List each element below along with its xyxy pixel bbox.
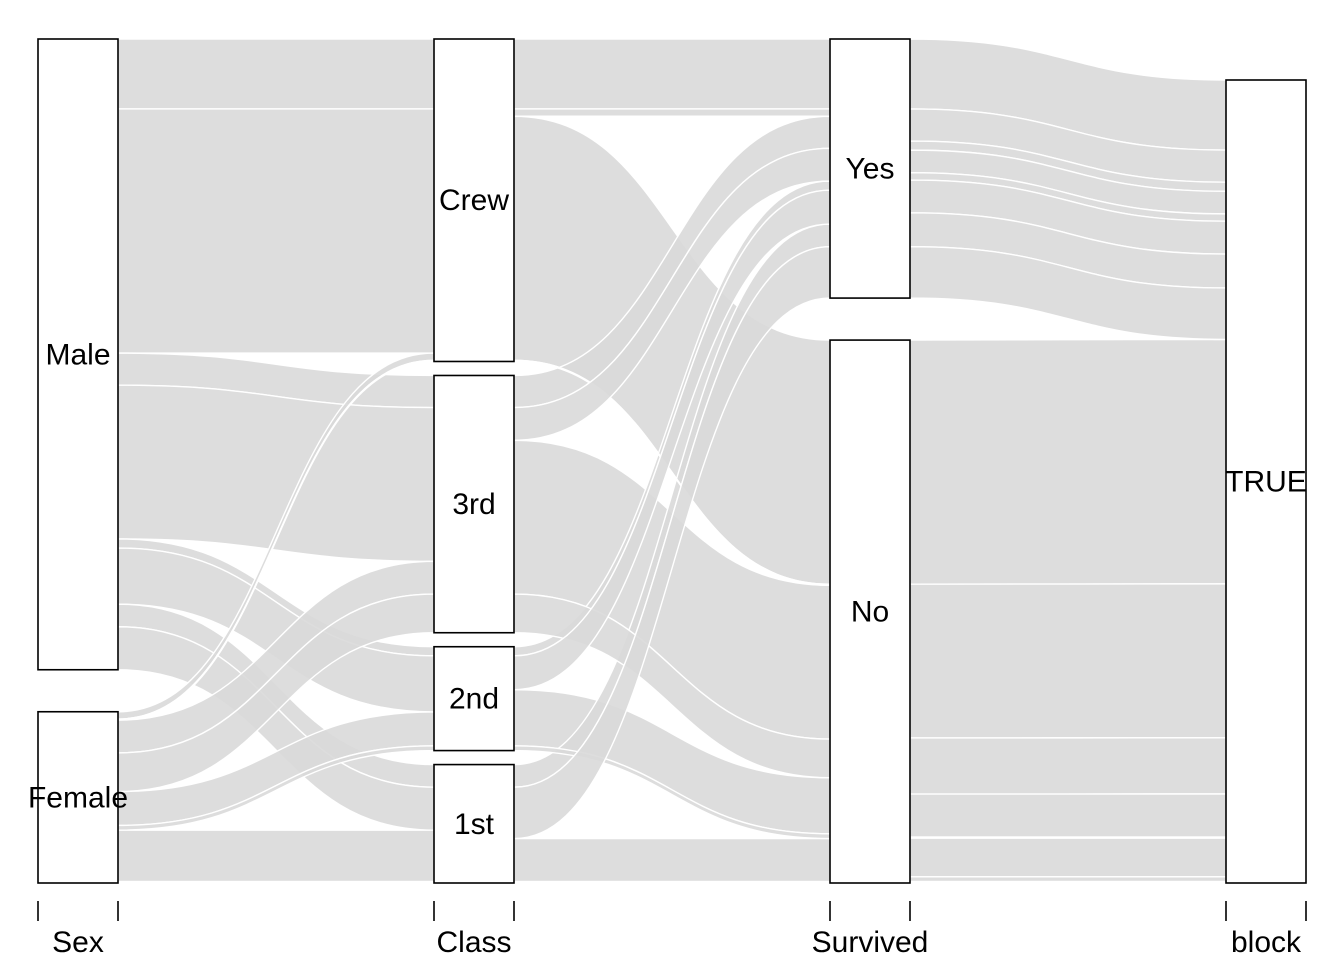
flow-male-2nd-no-seg3 [909,737,1227,795]
stratum-box-class-1st [433,763,515,884]
flow-male-3rd-no-seg3 [909,583,1227,739]
axis-label-sex: Sex [52,926,104,959]
flow-female-3rd-no-seg3 [909,837,1227,878]
stratum-box-class-crew [433,38,515,363]
stratum-label-true: TRUE [1225,466,1307,499]
stratum-box-sex-male [37,38,119,671]
stratum-label-2nd: 2nd [449,683,499,716]
flow-male-1st-no-seg2 [513,837,831,883]
stratum-label-yes: Yes [846,153,895,186]
flow-male-crew-no-seg3 [909,338,1227,585]
flow-female-1st-no-seg3 [909,880,1227,884]
axis-label-block: block [1231,926,1302,959]
flow-female-1st-yes-seg1 [117,829,435,883]
flow-male-crew-yes-seg1 [117,38,435,110]
stratum-label-1st: 1st [454,808,495,841]
stratum-box-sex-female [37,710,119,884]
stratum-label-male: Male [45,338,110,371]
axis-label-class: Class [436,926,511,959]
axis-layer: Sex Class Survived block [37,901,1307,959]
stratum-label-3rd: 3rd [452,488,495,521]
strata-layer: Male Female Crew 3rd 2nd 1st Yes No TRUE [28,38,1307,884]
stratum-label-female: Female [28,781,128,814]
axis-label-survived: Survived [812,926,929,959]
stratum-box-block-true [1225,79,1307,884]
stratum-label-crew: Crew [439,184,509,217]
stratum-box-survived-no [829,339,911,884]
stratum-label-no: No [851,596,889,629]
flow-female-1st-no-seg1 [117,880,435,884]
flow-female-1st-no-seg2 [513,880,831,884]
flow-male-crew-no-seg1 [117,108,435,354]
flow-male-1st-no-seg3 [909,793,1227,838]
stratum-box-class-3rd [433,374,515,634]
flow-female-2nd-no-seg3 [909,876,1227,883]
stratum-box-survived-yes [829,38,911,299]
stratum-box-class-2nd [433,645,515,752]
flow-layer [117,38,1227,884]
flow-female-crew-yes-seg2 [513,108,831,117]
flow-male-crew-yes-seg2 [513,38,831,110]
